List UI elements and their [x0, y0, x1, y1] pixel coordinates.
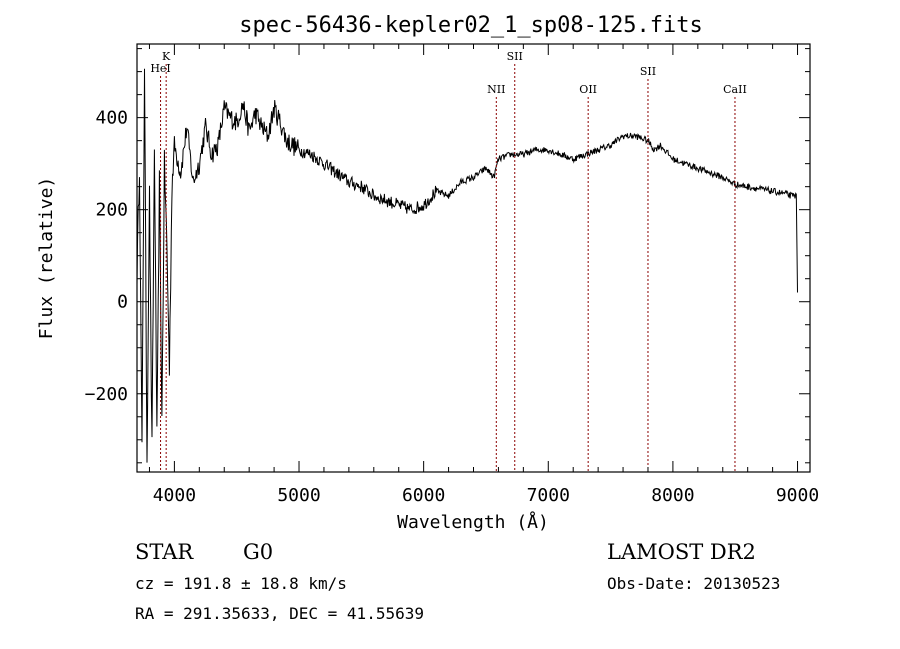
chart-title: spec-56436-kepler02_1_sp08-125.fits: [239, 13, 703, 38]
plot-frame: [136, 43, 811, 473]
coordinates: RA = 291.35633, DEC = 41.55639: [135, 604, 424, 623]
line-label-sii: SII: [507, 50, 523, 63]
line-label-nii: NII: [487, 83, 505, 96]
x-tick-label: 4000: [153, 485, 196, 506]
spectrum-line-flux: [136, 68, 798, 463]
object-type: STAR: [135, 540, 194, 564]
x-tick-label: 5000: [277, 485, 320, 506]
line-label-oii: OII: [579, 83, 597, 96]
axes-layer: 4000 5000 6000 7000 8000 9000 −200 0 200 400: [85, 44, 819, 506]
line-label-caii: CaII: [723, 83, 747, 96]
line-label-hei: HeI: [150, 62, 170, 75]
y-tick-label: 400: [95, 108, 128, 129]
line-label-k: K: [162, 50, 171, 63]
observation-date: Obs-Date: 20130523: [607, 574, 781, 593]
spectrum-layer: [136, 68, 798, 463]
x-tick-label: 9000: [776, 485, 819, 506]
x-tick-label: 7000: [527, 485, 570, 506]
spectrum-chart: spec-56436-kepler02_1_sp08-125.fits HeIK…: [36, 13, 819, 533]
x-axis-label: Wavelength (Å): [397, 511, 549, 533]
y-tick-label: 200: [95, 200, 128, 221]
spectral-subclass: G0: [243, 540, 274, 564]
redshift-cz: cz = 191.8 ± 18.8 km/s: [135, 574, 347, 593]
line-label-sii: SII: [640, 65, 656, 78]
x-tick-label: 6000: [402, 485, 445, 506]
survey-name: LAMOST DR2: [607, 540, 756, 564]
y-tick-label: 0: [117, 292, 128, 313]
y-tick-label: −200: [85, 384, 128, 405]
y-axis-label: Flux (relative): [36, 177, 57, 340]
x-tick-label: 8000: [651, 485, 694, 506]
